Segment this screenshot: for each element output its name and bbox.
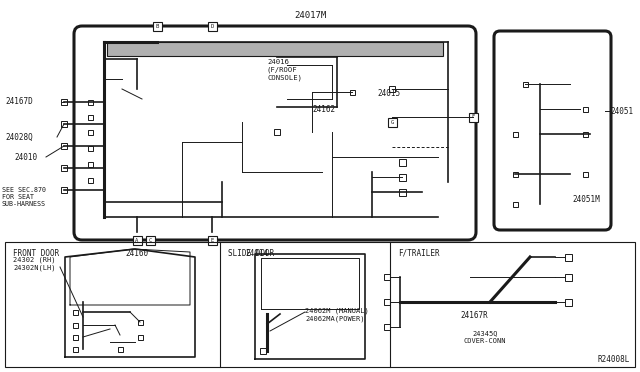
Text: 24010: 24010 [14,153,37,161]
Text: FRONT DOOR: FRONT DOOR [13,249,60,258]
Bar [145,235,154,244]
Text: 24162: 24162 [312,106,335,115]
Text: F: F [472,115,475,119]
Bar [72,346,77,352]
Bar [152,22,161,31]
Bar [522,81,527,87]
Bar [72,323,77,327]
Bar [564,253,572,260]
Text: 24051: 24051 [610,106,633,115]
Bar [513,171,518,176]
Bar [384,274,390,280]
Text: R24008L: R24008L [598,355,630,363]
Bar [399,158,406,166]
Bar [582,171,588,176]
Bar [61,121,67,127]
Text: 24160: 24160 [125,250,148,259]
Text: 24016
(F/ROOF
CONSOLE): 24016 (F/ROOF CONSOLE) [267,59,302,81]
Bar [582,106,588,112]
Bar [72,310,77,314]
Bar [88,115,93,119]
Bar [207,22,216,31]
Bar [384,299,390,305]
Bar [88,145,93,151]
Bar [88,177,93,183]
Bar [88,99,93,105]
Text: 24062M (MANUAL)
24062MA(POWER): 24062M (MANUAL) 24062MA(POWER) [305,308,369,322]
Bar [88,129,93,135]
Bar [564,298,572,305]
Text: C: C [148,237,152,243]
Text: 24302 (RH)
24302N(LH): 24302 (RH) 24302N(LH) [13,257,56,271]
Text: B: B [156,23,159,29]
Bar [513,131,518,137]
Bar [564,273,572,280]
Text: 24345Q
COVER-CONN: 24345Q COVER-CONN [464,330,506,344]
Bar [61,99,67,105]
Bar [118,346,122,352]
Bar [61,165,67,171]
Bar [582,131,588,137]
Bar [5,242,635,367]
Text: D: D [211,23,214,29]
Text: 24014: 24014 [245,250,269,259]
Bar [384,324,390,330]
Text: SLIDE DOOR: SLIDE DOOR [228,249,275,258]
Bar [61,187,67,193]
Bar [399,173,406,180]
Text: 24015: 24015 [377,90,400,99]
Text: SEE SEC.870
FOR SEAT
SUB-HARNESS: SEE SEC.870 FOR SEAT SUB-HARNESS [2,186,46,208]
Text: E: E [211,237,214,243]
Text: F/TRAILER: F/TRAILER [398,249,440,258]
Bar [207,235,216,244]
Bar [132,235,141,244]
Bar [138,334,143,340]
Bar [387,118,397,126]
Bar [389,86,395,92]
Bar [61,143,67,149]
Text: G: G [390,119,394,125]
Text: 24051M: 24051M [572,195,600,203]
Text: 24167D: 24167D [5,97,33,106]
Bar [513,202,518,206]
Bar [138,320,143,324]
Bar [399,189,406,196]
Text: A: A [136,237,139,243]
Bar [88,161,93,167]
Bar [107,42,443,56]
Text: 24028Q: 24028Q [5,132,33,141]
Bar [274,129,280,135]
Text: 24017M: 24017M [294,10,326,19]
Text: 24167R: 24167R [460,311,488,320]
Bar [72,334,77,340]
Bar [107,42,443,56]
Bar [349,90,355,94]
Bar [260,348,266,354]
Bar [468,112,477,122]
